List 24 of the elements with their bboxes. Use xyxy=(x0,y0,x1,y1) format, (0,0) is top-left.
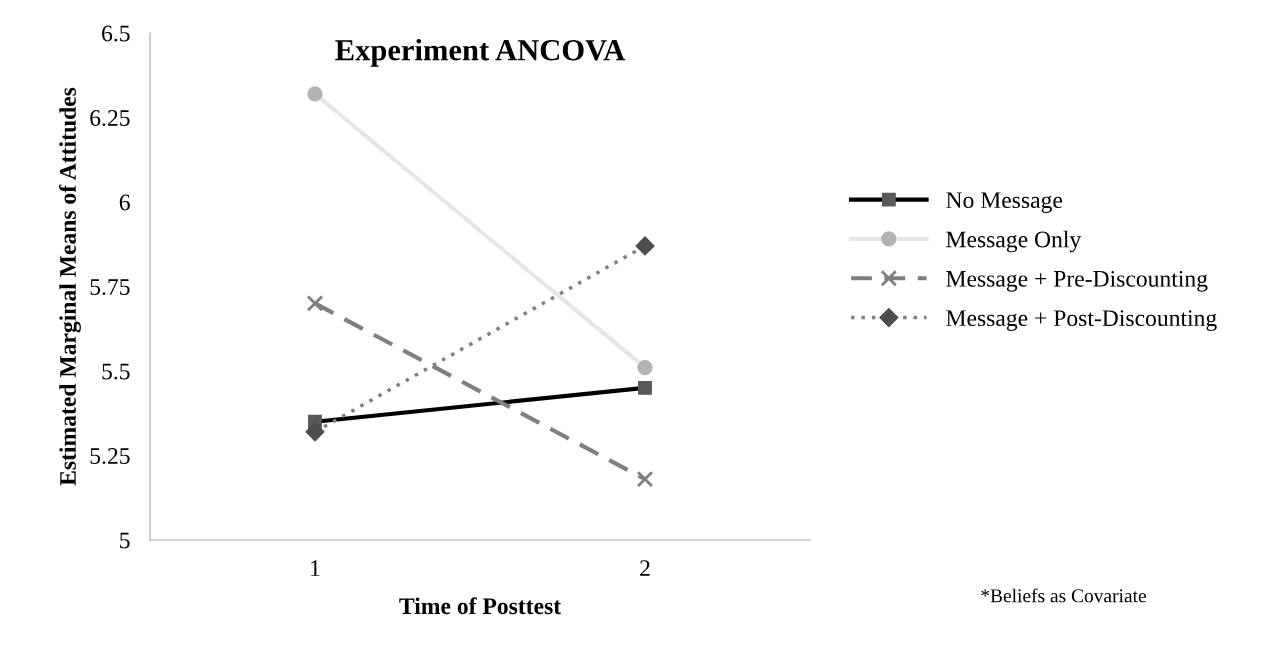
y-tick-label: 5.75 xyxy=(90,279,130,296)
y-tick-label: 5.25 xyxy=(90,448,130,465)
legend-label: Message + Pre-Discounting xyxy=(946,270,1208,292)
x-axis-title: Time of Posttest xyxy=(399,597,561,615)
point xyxy=(305,422,325,442)
point xyxy=(638,380,652,395)
chart-title: Experiment ANCOVA xyxy=(335,38,626,67)
y-tick-label: 6.5 xyxy=(102,25,130,42)
x-tick-label: 2 xyxy=(640,560,650,576)
y-tick-label: 6 xyxy=(119,194,130,211)
y-axis-title: Estimated Marginal Means of Attitudes xyxy=(59,87,81,486)
legend-label: Message + Post-Discounting xyxy=(946,310,1217,331)
point xyxy=(636,470,654,488)
point xyxy=(637,359,653,376)
y-tick-label: 6.25 xyxy=(90,110,130,127)
y-tick-label: 5.5 xyxy=(102,363,130,380)
y-tick-label: 5 xyxy=(120,532,130,549)
point xyxy=(307,86,323,102)
legend-label: Message Only xyxy=(946,230,1082,253)
point xyxy=(306,295,324,312)
legend-label: No Message xyxy=(946,192,1063,213)
x-tick-label: 1 xyxy=(311,560,320,576)
text: *Beliefs as Covariate xyxy=(981,588,1146,603)
point xyxy=(635,236,655,256)
